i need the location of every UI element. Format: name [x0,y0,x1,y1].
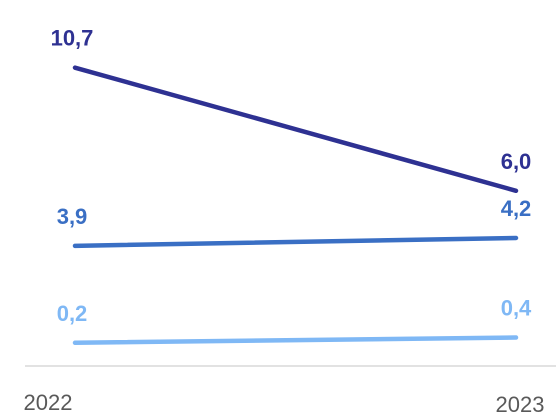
series-1-line [72,65,519,194]
data-label-series-3-2023: 0,4 [501,296,532,321]
data-label-series-1-2023: 6,0 [501,149,532,174]
series-2-line [72,235,519,249]
data-label-series-2-2023: 4,2 [501,196,532,221]
series-3-line [72,335,519,346]
data-labels-layer: 10,7 6,0 3,9 4,2 0,2 0,4 [51,26,532,326]
x-tick-label-2023: 2023 [496,392,545,416]
data-label-series-2-2022: 3,9 [57,204,88,229]
series-layer [72,65,519,346]
x-tick-label-2022: 2022 [24,390,73,415]
data-label-series-3-2022: 0,2 [57,301,88,326]
data-label-series-1-2022: 10,7 [51,26,94,51]
